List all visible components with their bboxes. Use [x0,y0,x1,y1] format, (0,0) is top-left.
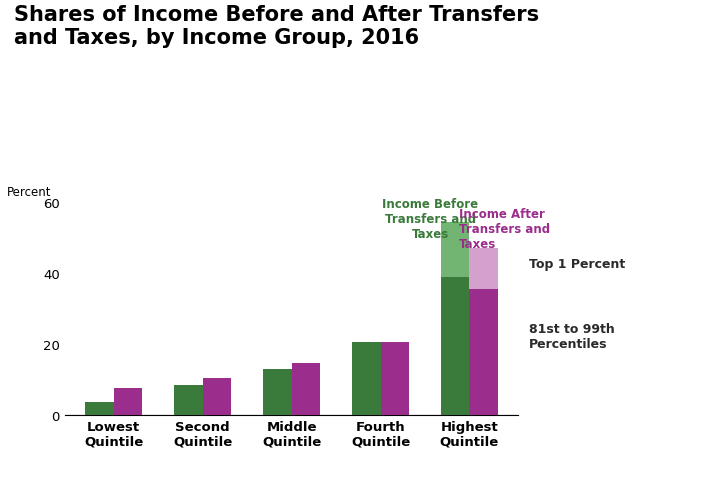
Bar [441,277,469,415]
Bar [381,343,409,415]
Text: Top 1 Percent: Top 1 Percent [529,257,626,270]
Bar [469,249,498,289]
Bar [85,403,114,415]
Text: Income Before
Transfers and
Taxes: Income Before Transfers and Taxes [382,198,479,241]
Bar [202,378,231,415]
Text: 81st to 99th
Percentiles: 81st to 99th Percentiles [529,323,615,351]
Bar [114,388,142,415]
Bar [263,369,292,415]
Bar [441,223,469,277]
Text: Income After
Transfers and
Taxes: Income After Transfers and Taxes [459,207,551,250]
Bar [292,364,320,415]
Text: Shares of Income Before and After Transfers
and Taxes, by Income Group, 2016: Shares of Income Before and After Transf… [14,5,539,48]
Text: Percent: Percent [7,185,52,199]
Bar [469,289,498,415]
Bar [352,343,381,415]
Bar [174,385,202,415]
